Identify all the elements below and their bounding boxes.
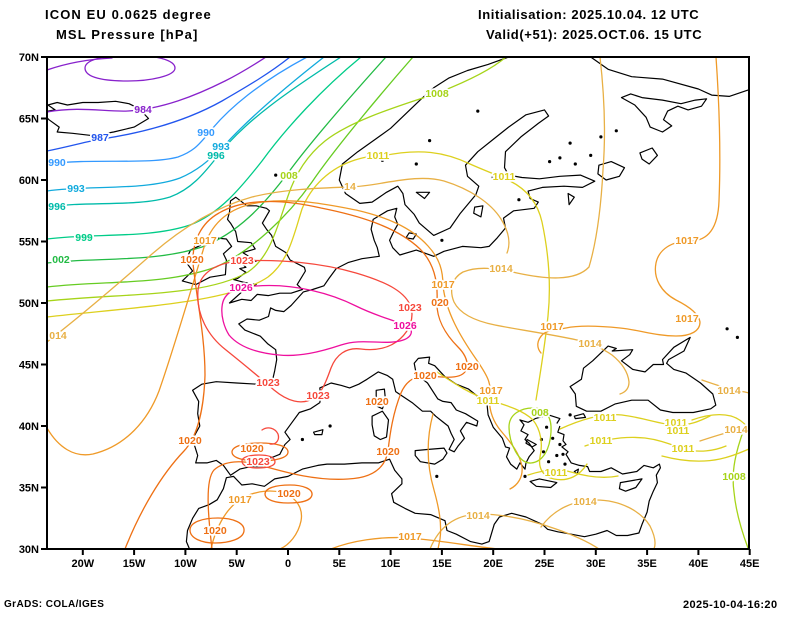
svg-text:1017: 1017 [479, 385, 503, 397]
svg-text:10W: 10W [174, 558, 197, 570]
field-title: MSL Pressure [hPa] [56, 27, 199, 42]
svg-text:1017: 1017 [193, 235, 217, 247]
svg-text:1026: 1026 [229, 282, 253, 294]
svg-text:1011: 1011 [667, 425, 690, 437]
svg-text:002: 002 [52, 254, 70, 266]
svg-text:999: 999 [75, 232, 93, 244]
svg-text:1020: 1020 [365, 396, 389, 408]
svg-text:1011: 1011 [477, 395, 500, 407]
svg-text:996: 996 [48, 201, 66, 213]
svg-text:993: 993 [67, 183, 85, 195]
svg-text:5E: 5E [333, 558, 346, 570]
svg-text:990: 990 [197, 127, 215, 139]
svg-text:1017: 1017 [228, 494, 252, 506]
svg-text:10E: 10E [381, 558, 401, 570]
svg-text:45E: 45E [740, 558, 760, 570]
svg-text:40E: 40E [689, 558, 709, 570]
svg-text:15E: 15E [432, 558, 452, 570]
init-time: Initialisation: 2025.10.04. 12 UTC [478, 7, 700, 22]
svg-text:70N: 70N [19, 52, 39, 64]
svg-text:14: 14 [344, 181, 356, 193]
svg-text:1011: 1011 [594, 412, 617, 424]
svg-text:1011: 1011 [367, 150, 390, 162]
svg-text:1023: 1023 [230, 255, 254, 267]
svg-text:1023: 1023 [256, 377, 280, 389]
svg-text:1020: 1020 [240, 443, 264, 455]
svg-text:60N: 60N [19, 175, 39, 187]
svg-text:20E: 20E [483, 558, 503, 570]
svg-text:1014: 1014 [489, 263, 513, 275]
svg-text:993: 993 [212, 141, 230, 153]
svg-text:0: 0 [285, 558, 291, 570]
svg-text:1008: 1008 [425, 88, 449, 100]
svg-text:15W: 15W [123, 558, 146, 570]
svg-text:1023: 1023 [306, 390, 330, 402]
svg-text:1017: 1017 [540, 321, 564, 333]
svg-text:984: 984 [134, 104, 152, 116]
svg-text:20W: 20W [71, 558, 94, 570]
svg-text:65N: 65N [19, 114, 39, 126]
svg-text:1011: 1011 [545, 467, 568, 479]
svg-text:35N: 35N [19, 483, 39, 495]
svg-text:1020: 1020 [180, 254, 204, 266]
valid-time: Valid(+51): 2025.OCT.06. 15 UTC [486, 27, 703, 42]
plot-timestamp: 2025-10-04-16:20 [683, 599, 778, 611]
svg-text:25E: 25E [535, 558, 555, 570]
svg-text:1011: 1011 [493, 171, 516, 183]
svg-text:30N: 30N [19, 544, 39, 556]
svg-text:1017: 1017 [675, 235, 699, 247]
svg-text:1014: 1014 [724, 424, 748, 436]
svg-text:1011: 1011 [590, 435, 613, 447]
svg-text:1020: 1020 [203, 525, 227, 537]
svg-text:55N: 55N [19, 237, 39, 249]
svg-text:008: 008 [280, 170, 298, 182]
svg-text:1020: 1020 [376, 446, 400, 458]
svg-text:1011: 1011 [672, 443, 695, 455]
svg-text:1014: 1014 [717, 385, 741, 397]
svg-text:1011: 1011 [665, 417, 688, 429]
svg-text:45N: 45N [19, 360, 39, 372]
model-title: ICON EU 0.0625 degree [45, 7, 212, 22]
svg-text:1026: 1026 [393, 320, 417, 332]
svg-text:987: 987 [91, 132, 109, 144]
svg-text:996: 996 [207, 150, 225, 162]
svg-text:014: 014 [49, 330, 67, 342]
svg-text:1014: 1014 [466, 510, 490, 522]
svg-text:1017: 1017 [398, 531, 422, 543]
svg-text:40N: 40N [19, 421, 39, 433]
isobar-contours [47, 57, 749, 549]
svg-text:1017: 1017 [675, 313, 699, 325]
svg-text:1023: 1023 [398, 302, 422, 314]
svg-text:020: 020 [431, 297, 449, 309]
svg-text:1020: 1020 [455, 361, 479, 373]
svg-text:1008: 1008 [722, 471, 746, 483]
svg-text:1020: 1020 [277, 488, 301, 500]
svg-text:1020: 1020 [413, 370, 437, 382]
svg-text:1017: 1017 [431, 279, 455, 291]
axis-ticks-and-labels: 70N 65N 60N 55N 50N 45N 40N 35N 30N 20W 15W 10W 5W 0 5… [19, 52, 760, 570]
svg-text:1014: 1014 [578, 338, 602, 350]
svg-text:30E: 30E [586, 558, 606, 570]
svg-text:990: 990 [48, 157, 66, 169]
svg-text:50N: 50N [19, 298, 39, 310]
map-frame [46, 56, 750, 550]
contour-labels: 9849879909909939939969969990020081008101… [46, 86, 749, 545]
svg-text:008: 008 [531, 407, 549, 419]
grads-credit: GrADS: COLA/IGES [4, 599, 105, 610]
svg-text:35E: 35E [637, 558, 657, 570]
svg-text:1020: 1020 [178, 435, 202, 447]
svg-text:1014: 1014 [573, 496, 597, 508]
svg-text:1023: 1023 [246, 456, 270, 468]
svg-text:5W: 5W [228, 558, 245, 570]
coastlines [47, 57, 749, 549]
